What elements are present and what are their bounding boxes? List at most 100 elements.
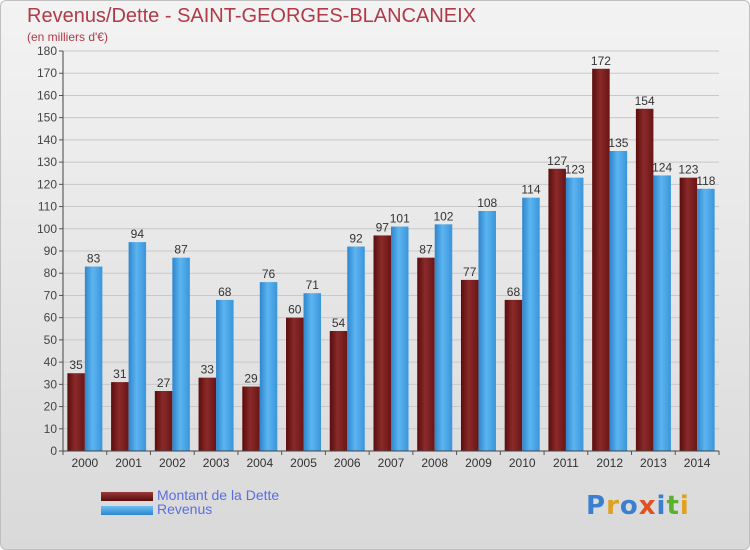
bar-revenue xyxy=(172,257,190,451)
data-label-debt: 123 xyxy=(678,163,698,177)
x-axis-ticks: 2000 2001 2002 2003 2004 2005 2006 2007 2008 2009… xyxy=(62,451,720,470)
data-label-debt: 31 xyxy=(113,367,127,381)
legend-swatch-debt xyxy=(101,492,153,501)
y-tick-label: 150 xyxy=(37,111,57,125)
bar-revenue xyxy=(303,293,322,451)
y-tick-label: 70 xyxy=(44,288,58,302)
data-label-debt: 33 xyxy=(201,363,215,377)
legend-label-revenue: Revenus xyxy=(157,501,213,517)
bar-debt xyxy=(417,257,435,451)
data-label-debt: 127 xyxy=(547,154,567,168)
bar-revenue xyxy=(609,151,628,451)
data-label-revenue: 71 xyxy=(306,278,320,292)
bar-debt xyxy=(373,235,391,451)
logo-letter: o xyxy=(619,491,639,521)
data-label-revenue: 114 xyxy=(521,183,540,197)
bar-revenue xyxy=(347,246,365,451)
bar-revenue xyxy=(522,197,540,451)
data-label-revenue: 108 xyxy=(477,196,497,210)
x-tick-label: 2000 xyxy=(72,456,99,470)
y-tick-label: 80 xyxy=(44,266,58,280)
data-label-debt: 54 xyxy=(332,316,346,330)
y-tick-label: 120 xyxy=(37,177,57,191)
bar-debt xyxy=(67,373,85,451)
logo-letter: i xyxy=(656,491,667,521)
bar-revenue xyxy=(653,175,671,451)
data-label-debt: 27 xyxy=(157,376,171,390)
logo-letter: t xyxy=(666,491,680,521)
data-label-debt: 87 xyxy=(419,243,433,257)
data-label-debt: 154 xyxy=(635,94,655,108)
chart-subtitle: (en milliers d'€) xyxy=(27,30,108,44)
bar-revenue xyxy=(216,299,234,451)
x-tick-label: 2014 xyxy=(684,456,711,470)
x-tick-label: 2009 xyxy=(465,456,492,470)
y-tick-label: 50 xyxy=(44,333,58,347)
data-label-revenue: 76 xyxy=(262,267,276,281)
x-tick-label: 2005 xyxy=(290,456,317,470)
data-label-debt: 35 xyxy=(69,358,83,372)
logo-letter: i xyxy=(679,491,690,521)
data-label-debt: 29 xyxy=(244,372,258,386)
y-tick-label: 110 xyxy=(38,200,57,214)
bar-revenue xyxy=(128,242,147,451)
data-label-debt: 60 xyxy=(288,303,302,317)
y-tick-label: 170 xyxy=(37,66,57,80)
y-tick-label: 10 xyxy=(44,422,58,436)
bar-revenue xyxy=(565,177,584,451)
y-tick-label: 160 xyxy=(37,88,57,102)
data-label-revenue: 101 xyxy=(390,212,410,226)
x-tick-label: 2012 xyxy=(596,456,623,470)
legend-label-debt: Montant de la Dette xyxy=(157,487,280,503)
data-label-revenue: 124 xyxy=(652,160,672,174)
y-tick-label: 0 xyxy=(50,444,57,458)
bars xyxy=(67,68,715,452)
x-tick-label: 2002 xyxy=(159,456,186,470)
x-tick-label: 2011 xyxy=(553,456,579,470)
bar-debt xyxy=(635,108,654,452)
bar-debt xyxy=(111,382,129,451)
x-tick-label: 2007 xyxy=(378,456,405,470)
x-tick-label: 2013 xyxy=(640,456,667,470)
x-tick-label: 2010 xyxy=(509,456,536,470)
bar-debt xyxy=(242,386,260,451)
bar-debt xyxy=(592,68,610,452)
bar-debt xyxy=(198,377,217,451)
bar-revenue xyxy=(259,282,278,451)
data-label-revenue: 102 xyxy=(433,209,453,223)
data-label-revenue: 123 xyxy=(565,163,585,177)
bar-revenue xyxy=(391,226,409,451)
y-tick-label: 90 xyxy=(44,244,58,258)
data-label-debt: 68 xyxy=(507,285,521,299)
bar-revenue xyxy=(84,266,103,451)
data-label-revenue: 118 xyxy=(696,174,715,188)
y-tick-label: 130 xyxy=(37,155,57,169)
x-tick-label: 2004 xyxy=(246,456,273,470)
x-tick-label: 2001 xyxy=(115,456,142,470)
data-label-debt: 172 xyxy=(591,54,611,68)
x-tick-label: 2008 xyxy=(421,456,448,470)
chart-title: Revenus/Dette - SAINT-GEORGES-BLANCANEIX xyxy=(27,5,477,27)
data-label-debt: 97 xyxy=(376,220,390,234)
logo-letter: x xyxy=(638,491,657,521)
y-tick-label: 60 xyxy=(44,311,58,325)
logo-letter: r xyxy=(606,491,620,521)
bar-debt xyxy=(460,279,479,451)
legend-swatch-revenue xyxy=(101,506,153,515)
bar-debt xyxy=(286,317,304,451)
y-tick-label: 100 xyxy=(37,222,57,236)
bar-debt xyxy=(679,177,698,451)
data-label-revenue: 94 xyxy=(131,227,145,241)
data-label-revenue: 83 xyxy=(87,252,101,266)
bar-debt xyxy=(504,299,523,451)
x-tick-label: 2006 xyxy=(334,456,361,470)
logo-letter: P xyxy=(586,491,607,521)
x-tick-label: 2003 xyxy=(203,456,230,470)
y-tick-label: 140 xyxy=(37,133,57,147)
bar-debt xyxy=(548,168,566,451)
data-label-debt: 77 xyxy=(463,265,477,279)
y-tick-label: 30 xyxy=(44,377,58,391)
